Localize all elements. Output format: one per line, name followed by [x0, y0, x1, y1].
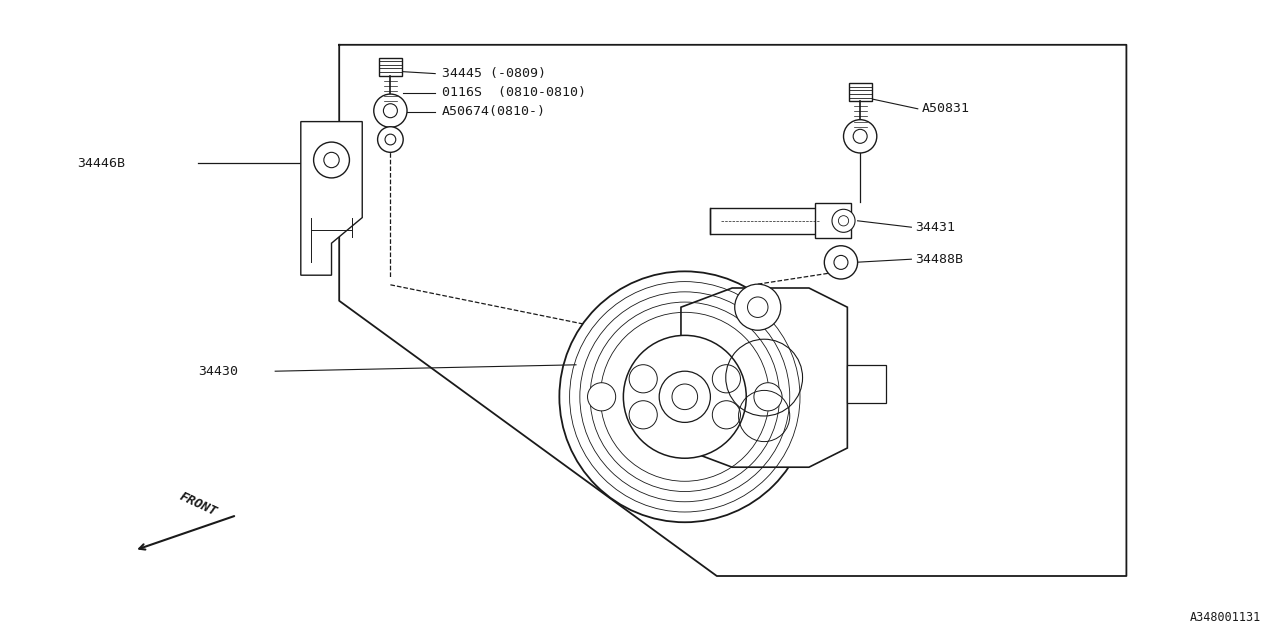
Bar [379, 58, 402, 76]
Ellipse shape [623, 335, 746, 458]
Text: 0116S  (0810-0810): 0116S (0810-0810) [442, 86, 585, 99]
Text: 34488B: 34488B [915, 253, 963, 266]
Text: A348001131: A348001131 [1189, 611, 1261, 624]
Polygon shape [847, 365, 886, 403]
Ellipse shape [314, 142, 349, 178]
Ellipse shape [712, 365, 740, 393]
Ellipse shape [754, 383, 782, 411]
Text: FRONT: FRONT [178, 490, 219, 518]
Text: 34445 (-0809): 34445 (-0809) [442, 67, 545, 80]
Ellipse shape [630, 365, 658, 393]
Text: 34446B: 34446B [77, 157, 125, 170]
Ellipse shape [824, 246, 858, 279]
Text: A50831: A50831 [922, 102, 970, 115]
Bar [710, 208, 826, 234]
Ellipse shape [735, 284, 781, 330]
Ellipse shape [844, 120, 877, 153]
Ellipse shape [832, 209, 855, 232]
Ellipse shape [628, 401, 658, 429]
Ellipse shape [659, 371, 710, 422]
Ellipse shape [378, 127, 403, 152]
Polygon shape [301, 122, 362, 275]
Bar [849, 83, 872, 101]
Text: A50674(0810-): A50674(0810-) [442, 106, 545, 118]
Ellipse shape [588, 383, 616, 411]
Text: 34431: 34431 [915, 221, 955, 234]
Bar [815, 203, 851, 238]
Polygon shape [681, 288, 847, 467]
Ellipse shape [559, 271, 810, 522]
Ellipse shape [712, 401, 740, 429]
Text: 34430: 34430 [198, 365, 238, 378]
Ellipse shape [374, 94, 407, 127]
